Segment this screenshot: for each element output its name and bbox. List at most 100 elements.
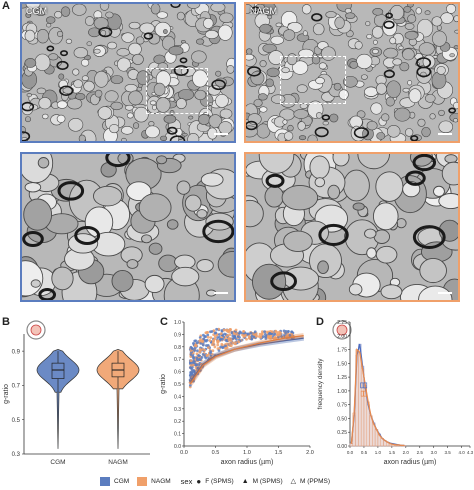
data-point: [213, 345, 217, 349]
cell-profile: [86, 41, 93, 47]
data-point: [277, 330, 281, 334]
cell-profile: [325, 11, 337, 19]
data-point: [222, 328, 226, 332]
data-point: [203, 348, 207, 352]
cell-profile: [432, 30, 447, 47]
data-point: [195, 356, 199, 360]
data-point: [194, 343, 197, 347]
x-tick-label: 0.5: [212, 450, 220, 456]
cell-profile: [348, 283, 363, 296]
cell-profile: [309, 155, 330, 180]
cell-profile: [431, 16, 443, 27]
cell-profile: [148, 242, 163, 255]
cell-profile: [372, 8, 384, 16]
cell-profile: [270, 35, 284, 45]
histogram-bar-nagm: [349, 443, 353, 447]
cell-profile: [139, 22, 155, 34]
cell-profile: [373, 39, 378, 45]
data-point: [197, 358, 201, 361]
data-point: [232, 331, 236, 335]
y-tick-label: 0.2: [174, 419, 181, 425]
myelin-sheath: [353, 127, 370, 139]
cell-profile: [253, 99, 263, 107]
cell-profile: [176, 98, 187, 110]
y-tick-label: 0.8: [174, 345, 181, 351]
cell-profile: [156, 155, 168, 165]
cell-profile: [444, 154, 458, 164]
legend-label-f-spms: F (SPMS): [205, 477, 234, 485]
data-point: [224, 338, 228, 342]
myelin-sheath: [22, 101, 35, 112]
cell-profile: [84, 16, 95, 26]
cell-profile: [107, 41, 118, 50]
brain-region-icon-inner: [336, 324, 348, 336]
data-point: [219, 345, 223, 349]
data-point: [234, 328, 238, 332]
cell-profile: [153, 82, 166, 97]
data-point: [220, 342, 224, 346]
y-axis-label: frequency density: [317, 358, 324, 410]
box: [51, 362, 65, 379]
data-point: [212, 338, 216, 342]
cell-profile: [404, 22, 415, 30]
myelin-sheath: [321, 114, 331, 121]
panel-label-a: A: [2, 0, 10, 12]
data-point: [274, 336, 278, 340]
cell-profile: [36, 87, 47, 95]
cell-profile: [318, 62, 327, 70]
cell-profile: [302, 30, 308, 37]
cell-profile: [293, 109, 309, 119]
cell-profile: [441, 161, 458, 186]
legend-label-m-spms: M (SPMS): [252, 477, 283, 485]
data-point: [272, 336, 276, 340]
data-point: [263, 330, 266, 334]
data-point: [210, 330, 214, 333]
legend: CGM NAGM sex ● F (SPMS) ▲ M (SPMS) △ M (…: [100, 474, 330, 488]
cell-profile: [266, 67, 280, 78]
cell-profile: [424, 94, 436, 103]
cell-profile: [45, 16, 56, 24]
data-point: [234, 341, 238, 344]
data-point: [211, 341, 215, 345]
myelin-sheath: [143, 32, 154, 40]
cell-profile: [156, 11, 168, 19]
cell-profile: [25, 12, 32, 18]
cell-profile: [148, 121, 155, 127]
cell-profile: [218, 24, 233, 41]
cell-profile: [68, 117, 84, 132]
y-tick-label: 0.5: [174, 382, 181, 388]
cell-profile: [436, 66, 446, 75]
data-point: [249, 331, 253, 335]
cell-profile: [424, 10, 431, 16]
cell-profile: [301, 4, 312, 15]
myelin-sheath: [169, 135, 186, 141]
cell-profile: [307, 134, 318, 141]
cell-profile: [217, 250, 234, 278]
cell-profile: [24, 182, 42, 193]
cell-profile: [226, 64, 234, 74]
cell-profile: [311, 55, 321, 65]
cell-profile: [264, 185, 284, 208]
x-tick-label: 1.0: [375, 450, 382, 455]
cell-profile: [88, 27, 101, 38]
cell-profile: [284, 131, 294, 141]
myelin-sheath: [74, 225, 101, 245]
cell-profile: [38, 97, 52, 110]
y-tick-label: 2.25: [337, 320, 347, 326]
triangle-marker-icon: ▲: [241, 477, 249, 485]
cell-profile: [34, 53, 51, 71]
cell-profile: [135, 36, 145, 45]
myelin-sheath: [311, 13, 323, 22]
cell-profile: [171, 266, 200, 287]
data-point: [206, 353, 209, 357]
x-tick-label: 1.0: [243, 450, 251, 456]
cell-profile: [208, 102, 213, 106]
y-tick-label: 0.0: [174, 444, 181, 450]
data-point: [221, 345, 225, 349]
cell-profile: [176, 11, 185, 21]
data-point: [202, 333, 205, 337]
x-tick-label: 4.3: [467, 450, 474, 455]
cell-profile: [46, 22, 52, 28]
cell-profile: [258, 154, 295, 174]
data-point: [205, 331, 209, 334]
